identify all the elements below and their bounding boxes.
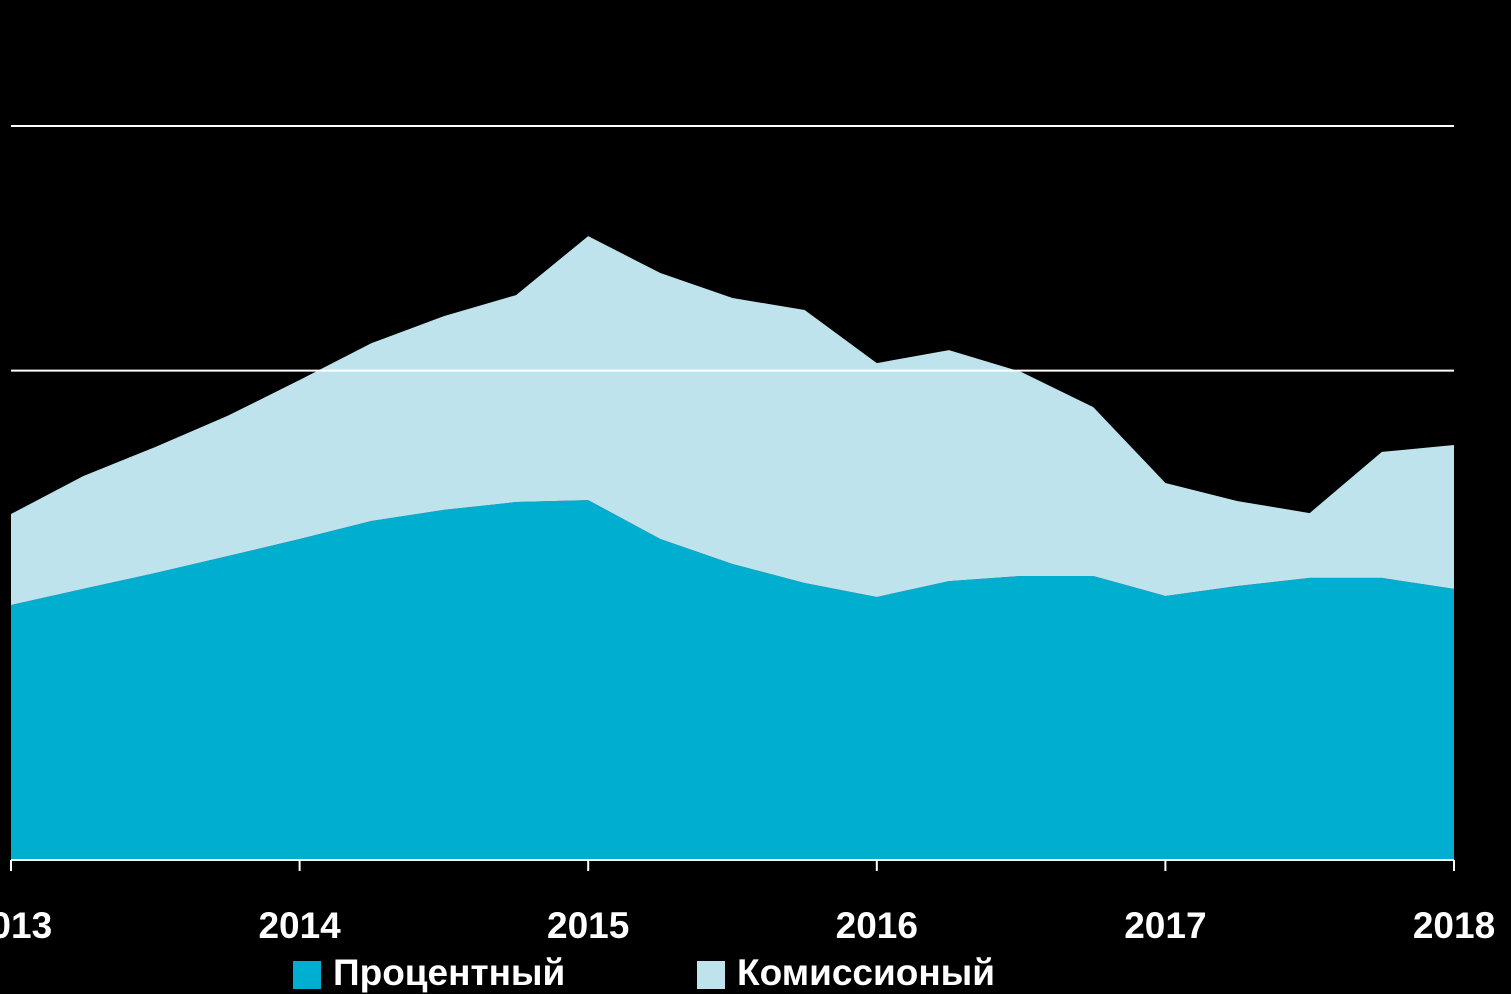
x-tick-label: 2016 xyxy=(836,905,918,946)
x-tick-label: 2015 xyxy=(547,905,629,946)
legend-label: Комиссионый xyxy=(737,952,995,993)
x-tick-label: 2017 xyxy=(1124,905,1206,946)
legend-label: Процентный xyxy=(333,952,565,993)
area xyxy=(11,236,1454,606)
x-tick-label: 2018 xyxy=(1413,905,1495,946)
x-tick-label: 2013 xyxy=(0,905,52,946)
legend-swatch xyxy=(293,961,321,989)
x-tick-label: 2014 xyxy=(258,905,341,946)
area xyxy=(11,500,1454,860)
legend-swatch xyxy=(697,961,725,989)
